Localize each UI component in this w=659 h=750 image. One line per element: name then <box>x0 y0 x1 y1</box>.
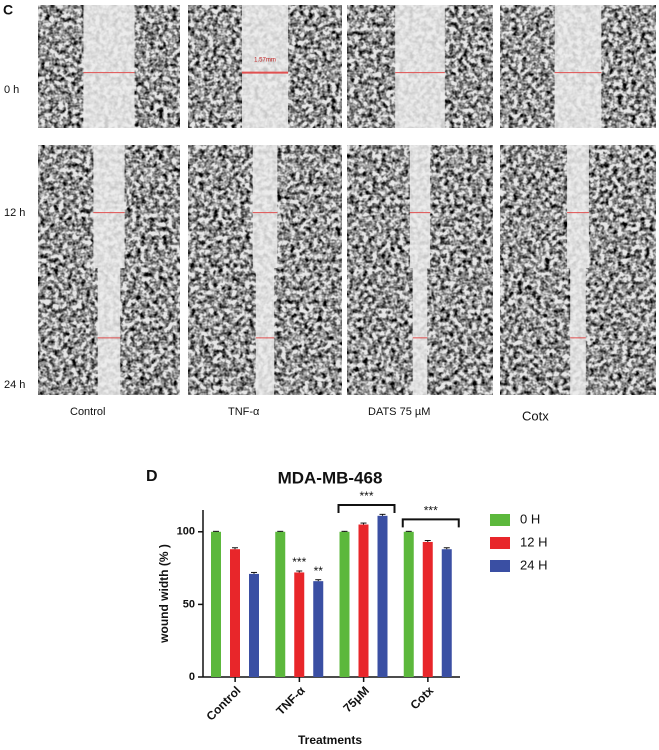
scale-label: 1.57mm <box>254 58 276 64</box>
wound-gap <box>567 145 589 268</box>
wound-gap <box>241 5 289 128</box>
x-axis-label: Treatments <box>298 733 362 747</box>
x-tick-label: Cotx <box>407 683 436 712</box>
legend-label: 0 H <box>520 511 540 526</box>
micrograph <box>38 268 180 395</box>
wound-gap <box>83 5 135 128</box>
micrograph <box>500 145 656 268</box>
wound-gap <box>570 268 586 395</box>
y-tick-label: 0 <box>189 671 195 683</box>
bar <box>441 549 452 677</box>
panel-c: C 1.57mm 0 h 12 h 24 h Control TNF-α DATS 75 µM… <box>3 2 656 423</box>
bar <box>211 531 221 677</box>
column-label: DATS 75 µM <box>368 406 430 418</box>
row-label: 0 h <box>4 84 19 96</box>
micrograph <box>188 145 342 268</box>
significance-label: *** <box>292 555 306 569</box>
wound-gap <box>554 5 602 128</box>
row-label: 24 h <box>4 379 25 391</box>
chart-title: MDA-MB-468 <box>278 468 383 487</box>
legend-label: 12 H <box>520 534 547 549</box>
legend-swatch <box>490 514 510 526</box>
legend-swatch <box>490 537 510 549</box>
wound-gap <box>252 145 278 268</box>
legend-swatch <box>490 560 510 572</box>
panel-label: D <box>146 468 158 485</box>
wound-gap <box>412 268 428 395</box>
micrograph <box>500 5 656 128</box>
significance-label: *** <box>359 489 373 503</box>
micrograph <box>188 268 342 395</box>
wound-gap <box>409 145 431 268</box>
bar <box>377 515 388 677</box>
micrograph <box>347 5 493 128</box>
wound-gap <box>97 268 121 395</box>
row-label: 12 h <box>4 207 25 219</box>
wound-gap <box>395 5 445 128</box>
bar <box>339 531 350 677</box>
micrograph <box>500 268 656 395</box>
bar <box>230 549 240 677</box>
x-tick-label: 75μM <box>340 683 372 715</box>
legend-label: 24 H <box>520 557 547 572</box>
micrograph <box>347 145 493 268</box>
significance-bracket <box>401 518 460 528</box>
micrograph <box>347 268 493 395</box>
bar <box>403 531 414 677</box>
bar <box>313 581 324 677</box>
significance-label: ** <box>314 564 324 578</box>
y-tick-label: 100 <box>177 526 195 538</box>
bar <box>422 541 433 677</box>
column-label: Control <box>70 406 105 418</box>
wound-gap <box>93 145 125 268</box>
micrograph <box>38 5 180 128</box>
micrograph <box>188 5 342 128</box>
significance-label: *** <box>424 504 438 518</box>
column-label: TNF-α <box>228 406 260 418</box>
micrograph <box>38 145 180 268</box>
bar <box>275 531 286 677</box>
column-label: Cotx <box>522 408 549 423</box>
y-tick-label: 50 <box>183 598 195 610</box>
y-axis-label: wound width (% ) <box>157 544 171 644</box>
significance-bracket <box>337 504 396 513</box>
panel-d: D MDA-MB-468 wound width (% ) Treatments 0 50… <box>146 468 547 747</box>
x-tick-label: Control <box>203 683 243 723</box>
bar <box>358 524 369 677</box>
bar <box>249 573 259 677</box>
bar <box>294 572 305 677</box>
panel-label: C <box>3 2 13 18</box>
wound-gap <box>255 268 275 395</box>
x-tick-label: TNF-α <box>273 683 308 718</box>
